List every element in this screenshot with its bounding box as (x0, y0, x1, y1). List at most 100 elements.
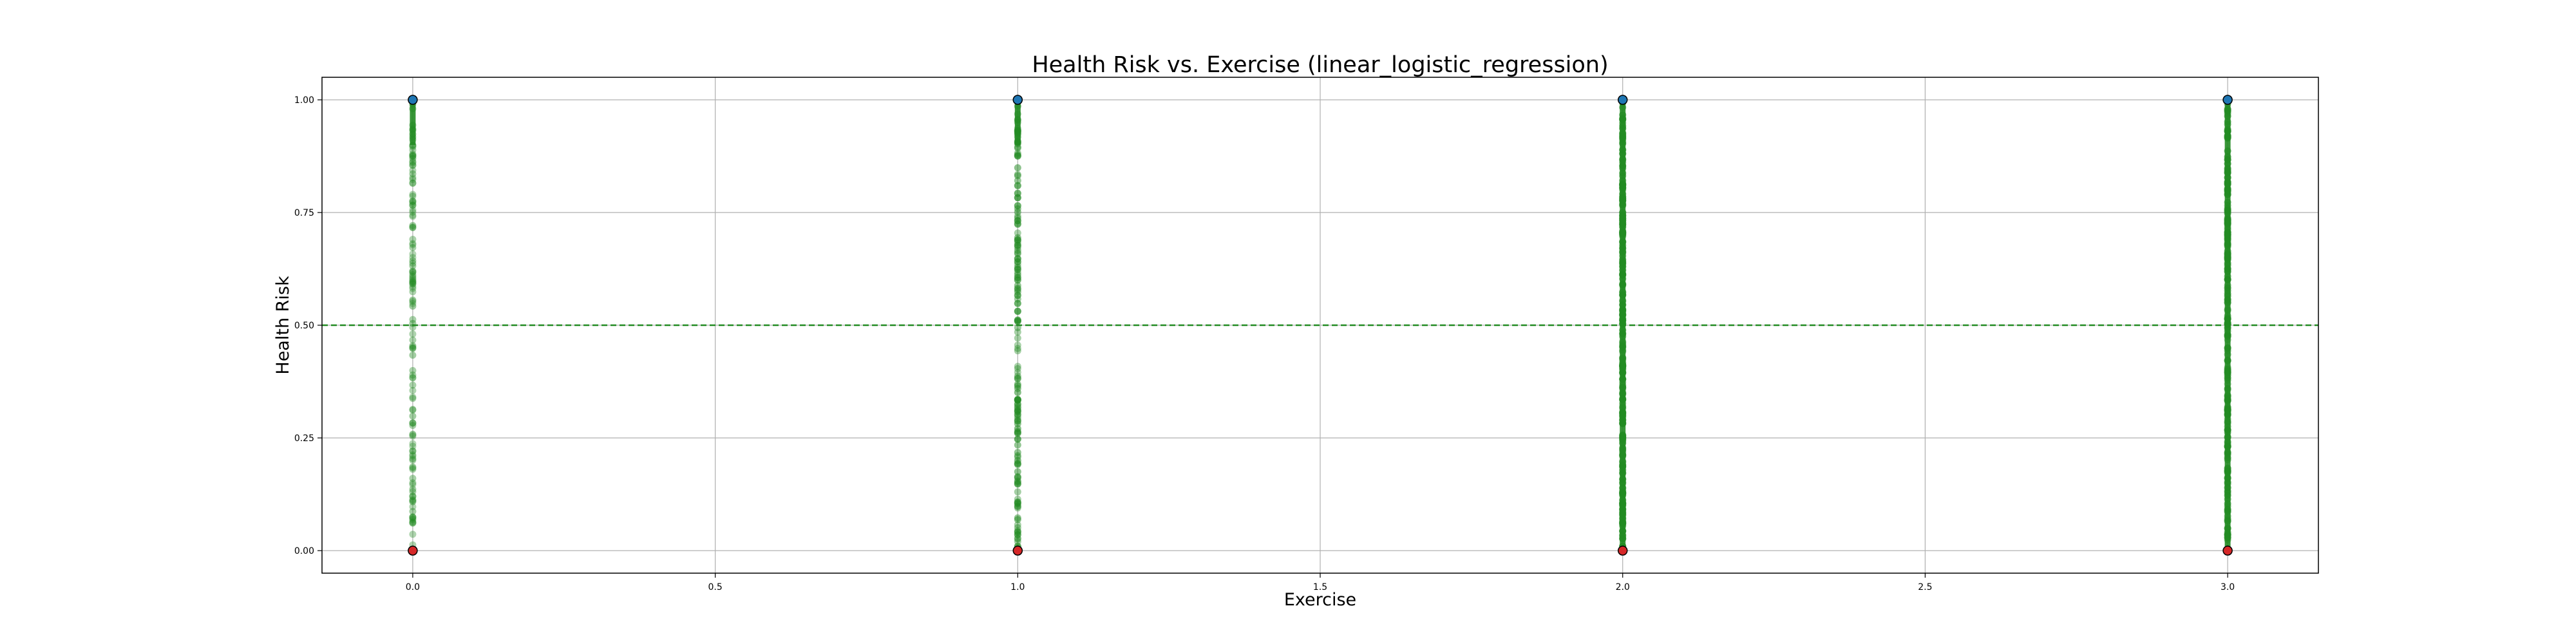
prediction-point (409, 448, 417, 455)
y-tick-label: 0.75 (294, 208, 314, 218)
prediction-point (1014, 281, 1021, 289)
prediction-point (409, 419, 417, 427)
prediction-point (409, 513, 417, 521)
prediction-point (409, 170, 417, 178)
prediction-point (409, 276, 417, 283)
prediction-point (409, 267, 417, 275)
prediction-point (409, 257, 417, 265)
prediction-point (1014, 292, 1021, 299)
prediction-point (409, 442, 417, 450)
prediction-point (1014, 374, 1021, 382)
prediction-point (409, 419, 417, 427)
prediction-point (409, 191, 417, 198)
prediction-point (1014, 473, 1021, 480)
prediction-point (1014, 177, 1021, 185)
prediction-point (409, 241, 417, 249)
x-tick-label: 0.0 (406, 582, 420, 592)
prediction-point (409, 272, 417, 280)
prediction-point (409, 197, 417, 205)
prediction-point (1014, 266, 1021, 274)
prediction-point (1014, 457, 1021, 464)
prediction-point (1014, 381, 1021, 388)
prediction-point (409, 162, 417, 169)
prediction-point (1014, 341, 1021, 349)
actual-point-high (408, 95, 418, 105)
prediction-point (1014, 255, 1021, 263)
prediction-point (1014, 521, 1021, 529)
prediction-point (1014, 285, 1021, 292)
axis-ticks: 0.0 0.5 1.0 1.5 2.0 2.5 3.0 0.00 0.25 0.50 0.75 1.0… (294, 95, 2235, 592)
prediction-point (409, 213, 417, 220)
prediction-point (409, 250, 417, 258)
prediction-point (409, 374, 417, 381)
prediction-point (409, 343, 417, 351)
prediction-point (1014, 217, 1021, 225)
x-tick-label: 2.0 (1616, 582, 1630, 592)
prediction-point (409, 223, 417, 231)
prediction-point (409, 498, 417, 506)
prediction-point (1014, 171, 1021, 178)
prediction-point (409, 336, 417, 344)
prediction-point (409, 211, 417, 219)
prediction-point (1014, 164, 1021, 171)
prediction-point (1014, 307, 1021, 315)
prediction-points (409, 97, 2231, 554)
prediction-point (409, 497, 417, 504)
prediction-point (1014, 276, 1021, 284)
prediction-point (1014, 172, 1021, 180)
prediction-point (409, 381, 417, 389)
prediction-point (1014, 308, 1021, 316)
prediction-point (1014, 236, 1021, 244)
prediction-point (409, 319, 417, 327)
prediction-point (1014, 316, 1021, 324)
prediction-point (409, 351, 417, 359)
actual-point-low (1617, 545, 1628, 556)
prediction-point (1014, 242, 1021, 249)
prediction-point (1014, 488, 1021, 496)
prediction-point (409, 268, 417, 276)
prediction-point (409, 342, 417, 350)
prediction-point (409, 174, 417, 182)
prediction-point (1014, 286, 1021, 294)
prediction-point (409, 223, 417, 231)
prediction-point (409, 285, 417, 292)
x-tick-label: 1.5 (1313, 582, 1327, 592)
prediction-point (409, 260, 417, 267)
prediction-point (1014, 194, 1021, 202)
prediction-point (409, 395, 417, 402)
prediction-point (409, 316, 417, 323)
prediction-point (409, 262, 417, 270)
prediction-point (1014, 527, 1021, 535)
prediction-point (1014, 205, 1021, 213)
prediction-point (1014, 328, 1021, 336)
prediction-point (409, 466, 417, 473)
prediction-point (409, 406, 417, 414)
prediction-point (409, 366, 417, 374)
actual-points (408, 95, 2233, 556)
prediction-point (409, 493, 417, 500)
y-tick-label: 0.50 (294, 321, 314, 331)
prediction-point (1014, 144, 1021, 151)
y-axis-label: Health Risk (273, 276, 293, 375)
prediction-point (1014, 428, 1021, 435)
prediction-point (1014, 334, 1021, 342)
prediction-point (409, 278, 417, 285)
prediction-point (1014, 247, 1021, 254)
prediction-point (409, 161, 417, 169)
prediction-point (409, 455, 417, 462)
prediction-point (409, 288, 417, 296)
prediction-point (1014, 208, 1021, 216)
prediction-point (1014, 529, 1021, 536)
prediction-point (1014, 504, 1021, 512)
prediction-point (409, 464, 417, 472)
prediction-point (409, 519, 417, 527)
prediction-point (1014, 375, 1021, 383)
prediction-point (409, 280, 417, 288)
prediction-point (409, 486, 417, 493)
prediction-point (1014, 407, 1021, 415)
prediction-point (409, 440, 417, 448)
actual-point-high (2222, 95, 2233, 105)
prediction-point (1014, 531, 1021, 538)
prediction-point (409, 193, 417, 200)
